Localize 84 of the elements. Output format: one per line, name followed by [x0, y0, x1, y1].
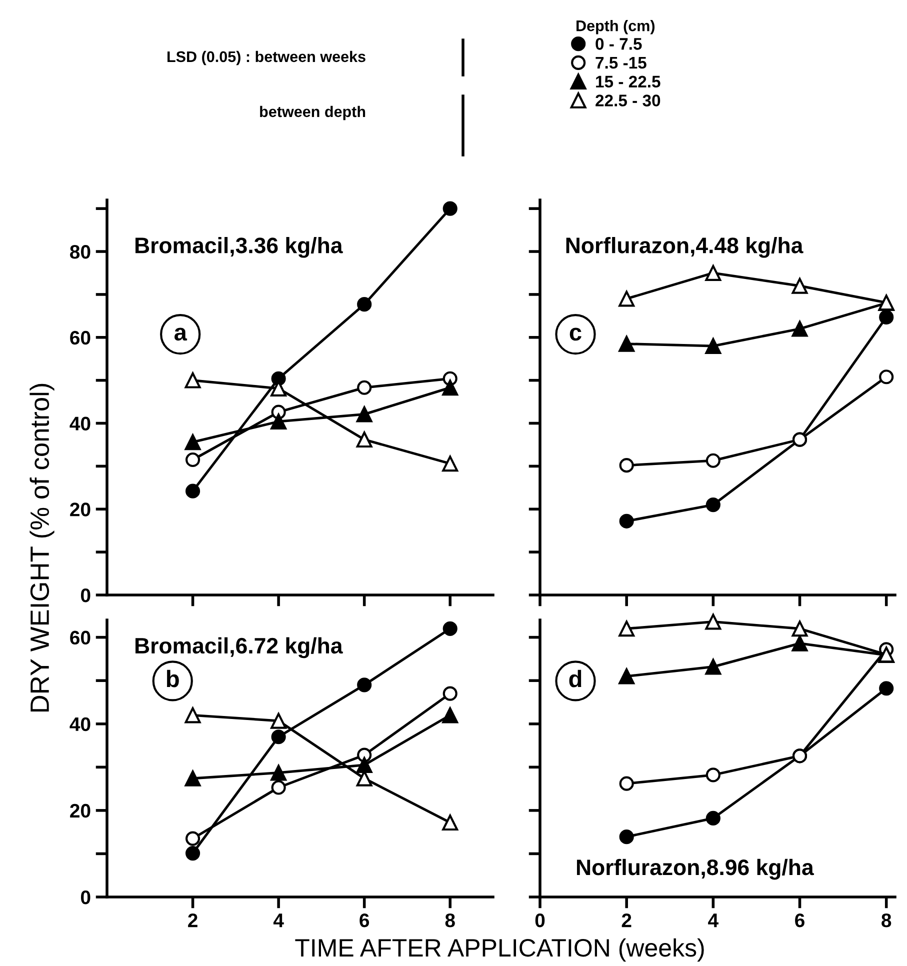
point [357, 678, 372, 692]
annotation: a [174, 328, 188, 341]
point [619, 458, 634, 473]
point [705, 338, 722, 354]
x-axis-title: TIME AFTER APPLICATION (weeks) [295, 938, 704, 962]
point [706, 768, 720, 782]
point [618, 620, 635, 637]
point [357, 380, 372, 395]
text: Norflurazon,4.48 kg/ha [566, 236, 804, 258]
point [619, 830, 634, 844]
point [442, 707, 458, 724]
point [879, 310, 894, 325]
point [184, 770, 201, 786]
point [184, 707, 201, 724]
y-tick-label: 60 [70, 330, 90, 345]
point [792, 320, 808, 337]
point [270, 712, 287, 729]
y-tick-label: 80 [70, 244, 90, 259]
legend-label: 0 - 7.5 [596, 38, 642, 50]
point [184, 434, 201, 450]
annotation: b [166, 670, 179, 688]
annotation: c [570, 328, 582, 341]
point [270, 414, 287, 430]
text: Norflurazon,8.96 kg/ha [576, 858, 814, 880]
legend-label: 15 - 22.5 [596, 76, 660, 88]
point [879, 370, 894, 384]
x-tick-label: 2 [622, 913, 632, 928]
x-tick-label: 4 [273, 914, 284, 928]
point [619, 776, 634, 791]
x-tick-label: 8 [445, 913, 455, 928]
point [442, 456, 458, 472]
point [356, 406, 372, 422]
x-tick-label: 2 [188, 913, 198, 928]
text: Bromacil,6.72 kg/ha [136, 637, 343, 658]
y-tick-label: 20 [70, 502, 90, 516]
x-tick-label: 6 [795, 913, 804, 928]
point [792, 635, 808, 652]
point [184, 372, 201, 388]
x-tick-label: 8 [882, 913, 892, 928]
y-tick-label: 40 [70, 416, 90, 430]
point [442, 380, 458, 396]
point [706, 453, 720, 468]
y-tick-label: 40 [70, 717, 90, 732]
point [442, 201, 458, 216]
point [185, 846, 200, 861]
point [442, 686, 458, 701]
text: between depth [260, 106, 366, 120]
y-tick-label: 20 [70, 804, 90, 818]
annotation: d [569, 670, 582, 688]
point [442, 814, 458, 831]
point [357, 297, 372, 312]
point [705, 614, 722, 630]
y-tick-label: 0 [80, 588, 90, 602]
point [618, 290, 635, 307]
point [271, 780, 286, 795]
point [879, 681, 894, 696]
point [792, 620, 808, 637]
point [618, 668, 635, 684]
y-tick-label: 0 [80, 890, 90, 904]
point [271, 730, 286, 744]
x-tick-label: 0 [535, 913, 545, 928]
point [185, 831, 200, 846]
legend-title: Depth (cm) [576, 20, 655, 34]
point [618, 336, 635, 352]
point [705, 658, 722, 675]
point [356, 432, 372, 448]
point [270, 764, 287, 781]
legend-label: 22.5 - 30 [596, 94, 660, 106]
text: LSD (0.05) : between weeks [168, 50, 366, 66]
point [356, 757, 372, 773]
point [442, 621, 458, 636]
y-axis-title: DRY WEIGHT (% of control) [30, 384, 54, 712]
point [792, 278, 808, 294]
text: Bromacil,3.36 kg/ha [136, 236, 343, 258]
x-tick-label: 6 [360, 913, 370, 928]
point [706, 498, 720, 512]
legend-label: 7.5 -15 [596, 57, 646, 69]
point [706, 810, 720, 826]
point [185, 484, 200, 498]
point [619, 514, 634, 528]
y-tick-label: 60 [70, 630, 90, 645]
point [705, 265, 722, 281]
point [185, 452, 200, 468]
x-tick-label: 4 [708, 914, 718, 928]
